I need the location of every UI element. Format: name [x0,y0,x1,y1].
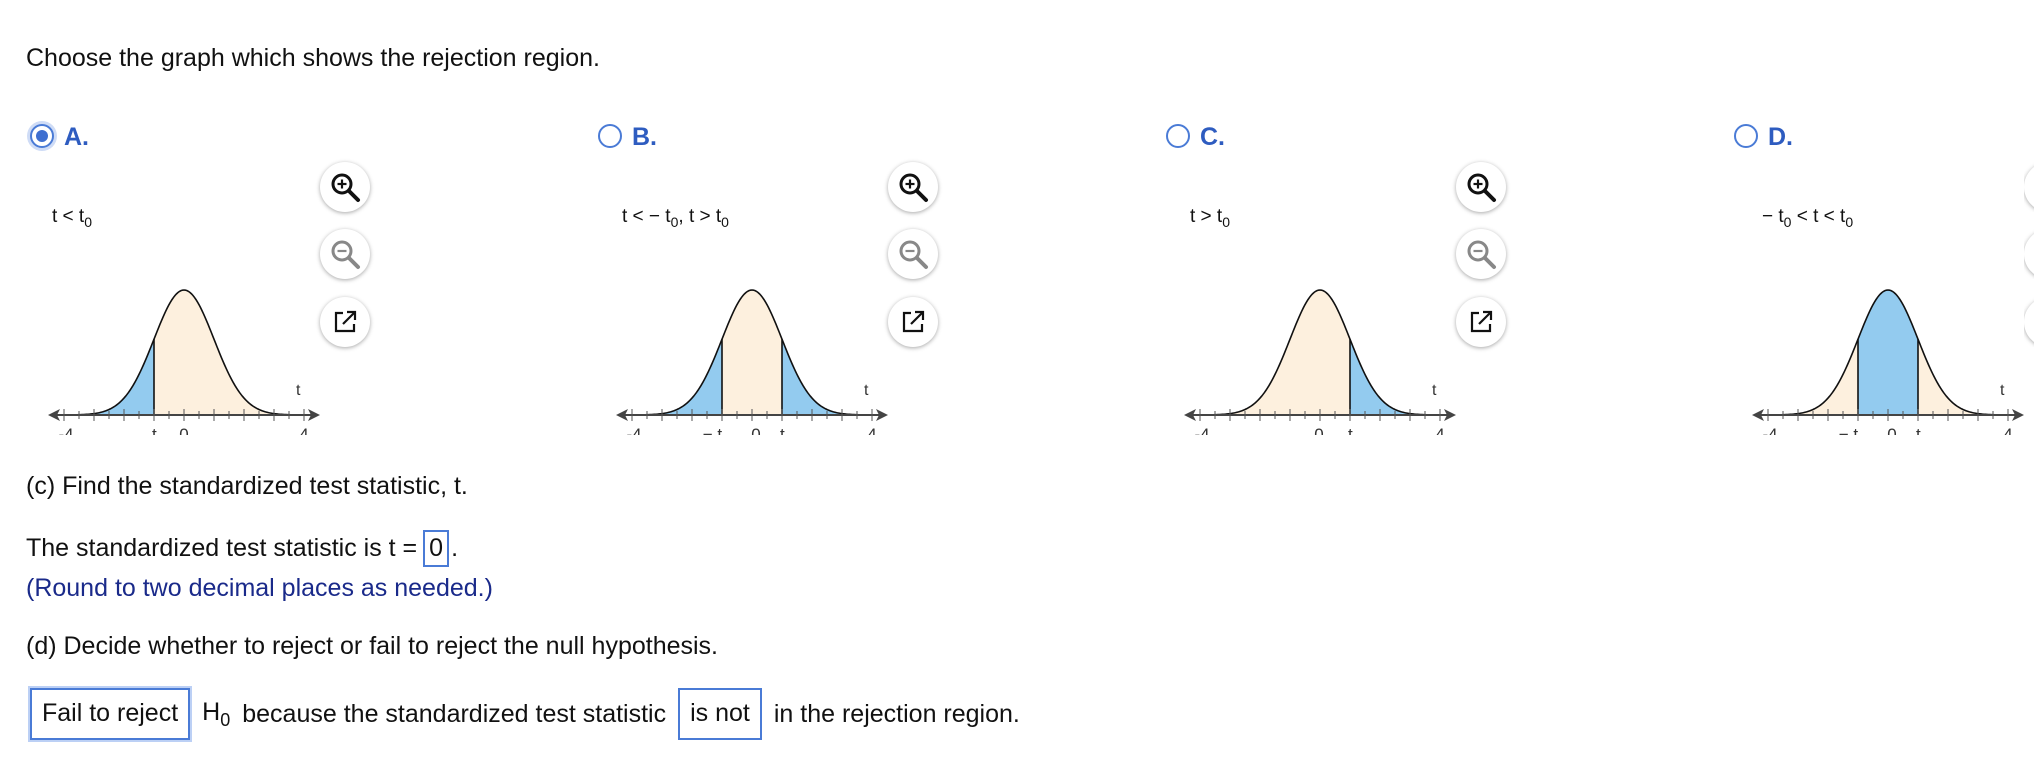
axis-arrow-right [876,409,888,421]
test-statistic-input[interactable]: 0 [423,530,450,567]
zoom-out-icon [1467,240,1496,269]
distribution-graph: t -4 4 t0 0 [48,289,320,435]
null-hypothesis-label: H0 [202,697,231,730]
density-curve [75,289,293,416]
zoom-in-icon [331,173,360,202]
t0-label: t0 [1348,425,1360,435]
popout-button[interactable] [2024,297,2034,347]
popout-button[interactable] [320,297,370,347]
rounding-hint: (Round to two decimal places as needed.) [26,574,493,602]
zoom-out-icon [899,240,928,269]
tick-label-left: -4 [58,425,73,435]
tick-label-right: 4 [2003,425,2012,435]
popout-icon [902,310,925,333]
zoom-in-button[interactable] [888,162,938,212]
zoom-out-button[interactable] [2024,229,2034,279]
distribution-graph: t -4 4 − t0 0 t0 [616,289,888,435]
option-a-radio[interactable] [30,124,54,148]
zero-label: 0 [1314,425,1323,435]
zoom-out-icon [331,240,360,269]
tick-label-right: 4 [299,425,308,435]
axis-variable-label: t [2000,382,2005,399]
rejection-region [1350,339,1428,415]
rejection-region [76,339,154,415]
statement-suffix: . [451,534,459,562]
part-d-title: (d) Decide whether to reject or fail to … [26,632,719,660]
option-d-label[interactable]: D. [1768,123,1793,151]
tick-label-right: 4 [1435,425,1444,435]
zoom-in-icon [2024,162,2034,212]
option-d-radio[interactable] [1734,124,1758,148]
decision-middle-text: because the standardized test statistic [242,699,667,728]
axis-variable-label: t [864,382,869,399]
density-curve [643,289,861,416]
acceptance-region [154,290,292,415]
question-prompt: Choose the graph which shows the rejecti… [26,44,600,72]
rejection-region-left [644,339,722,415]
axis-arrow-left [48,409,60,421]
part-d-answer-row: Fail to reject H0 because the standardiz… [30,688,1020,740]
axis-arrow-right [1444,409,1456,421]
popout-button[interactable] [888,297,938,347]
popout-button[interactable] [1456,297,1506,347]
is-select[interactable]: is not [678,688,762,740]
neg-t0-label: − t0 [1839,425,1866,435]
part-c-title: (c) Find the standardized test statistic… [26,472,468,500]
rejection-condition: t < − t0, t > t0 [622,206,729,230]
decision-end-text: in the rejection region. [773,699,1020,728]
acceptance-region [722,290,782,415]
rejection-condition: t < t0 [52,206,93,230]
option-c-label[interactable]: C. [1200,123,1225,151]
tick-label-left: -4 [626,425,641,435]
density-curve [1779,289,1997,416]
distribution-graph: t -4 4 − t0 0 t0 [1752,289,2024,435]
zoom-out-button[interactable] [888,229,938,279]
option-b-radio[interactable] [598,124,622,148]
zero-label: 0 [751,425,760,435]
t0-label: t0 [152,425,164,435]
part-c-statement: The standardized test statistic is t = 0… [26,530,458,567]
zero-label: 0 [1887,425,1896,435]
zoom-in-icon [899,173,928,202]
rejection-condition: − t0 < t < t0 [1762,206,1854,230]
distribution-graph: t -4 4 0 t0 [1184,289,1456,435]
option-c-radio[interactable] [1166,124,1190,148]
t0-label: t0 [1916,425,1928,435]
decision-select[interactable]: Fail to reject [30,688,191,740]
neg-t0-label: − t0 [703,425,730,435]
option-a-label[interactable]: A. [64,123,89,151]
zero-label: 0 [179,425,188,435]
zoom-in-button[interactable] [320,162,370,212]
tick-label-left: -4 [1194,425,1209,435]
axis-variable-label: t [1432,382,1437,399]
acceptance-region-right [1918,339,1996,415]
popout-icon [334,310,357,333]
axis-arrow-left [1184,409,1196,421]
option-b-label[interactable]: B. [632,123,657,151]
zoom-out-icon [2024,229,2034,279]
acceptance-region [1212,290,1350,415]
axis-arrow-right [2012,409,2024,421]
axis-arrow-left [616,409,628,421]
popout-icon [1470,310,1493,333]
density-curve [1211,289,1429,416]
axis-variable-label: t [296,382,301,399]
rejection-condition: t > t0 [1190,206,1231,230]
acceptance-region-left [1780,339,1858,415]
axis-arrow-right [308,409,320,421]
popout-icon [2024,297,2034,347]
rejection-region [1858,290,1918,415]
zoom-in-button[interactable] [1456,162,1506,212]
statement-prefix: The standardized test statistic is t = [26,534,418,562]
rejection-region-right [782,339,860,415]
zoom-out-button[interactable] [1456,229,1506,279]
zoom-in-icon [1467,173,1496,202]
axis-arrow-left [1752,409,1764,421]
zoom-out-button[interactable] [320,229,370,279]
tick-label-right: 4 [867,425,876,435]
zoom-in-button[interactable] [2024,162,2034,212]
t0-label: t0 [780,425,792,435]
tick-label-left: -4 [1762,425,1777,435]
